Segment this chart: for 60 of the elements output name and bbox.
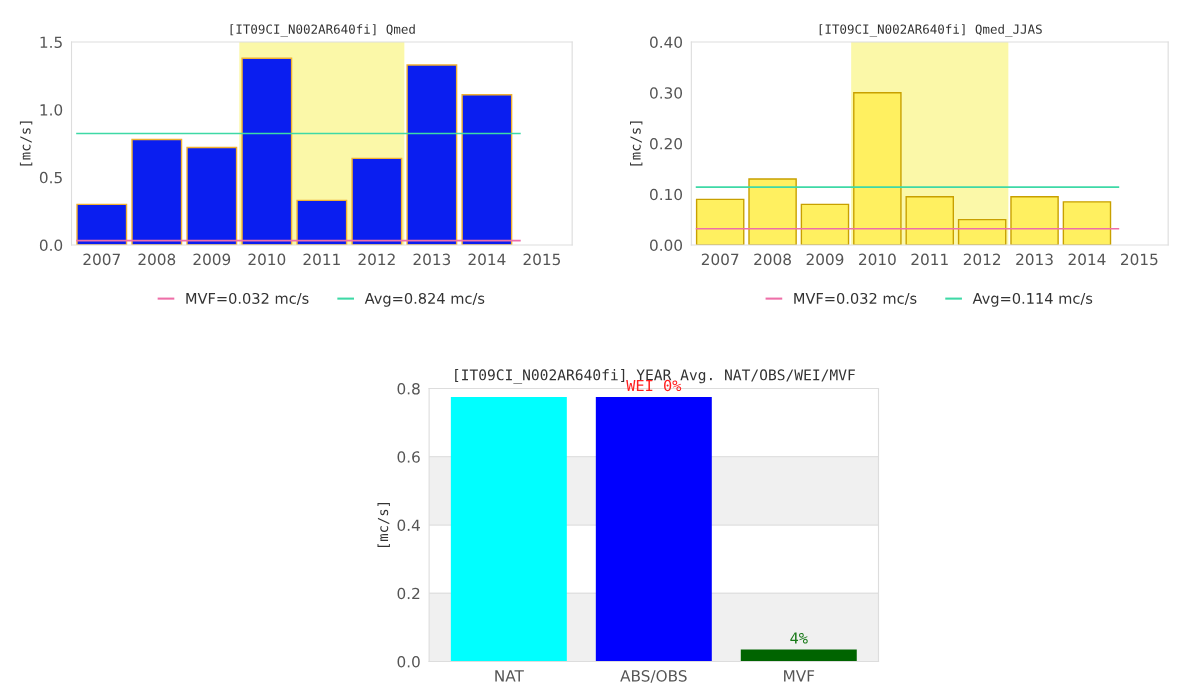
x-tick-label: 2010	[248, 253, 286, 266]
x-tick-label: 2010	[859, 253, 896, 266]
y-tick-label: 0.40	[650, 36, 683, 49]
bar	[461, 94, 513, 245]
x-tick-label: 2012	[358, 253, 395, 266]
y-tick-label: 0.30	[650, 87, 683, 99]
chart-title: [IT09CI_N002AR640fi] Qmed	[230, 24, 415, 37]
bar	[296, 199, 348, 245]
bar	[186, 146, 238, 245]
x-tick-label: 2015	[523, 253, 561, 266]
x-tick-label: 2014	[1068, 253, 1106, 266]
y-tick-label: 0.10	[650, 188, 683, 201]
x-tick-label: 2007	[83, 253, 120, 266]
legend-label: MVF=0.032 mc/s	[186, 292, 309, 306]
bar	[800, 203, 850, 245]
x-tick-label: 2009	[806, 253, 844, 266]
legend-label: Avg=0.114 mc/s	[972, 292, 1093, 307]
bar	[351, 157, 403, 245]
x-tick-label: 2015	[1121, 253, 1158, 266]
bar	[905, 196, 955, 245]
x-tick-label: 2013	[413, 253, 451, 266]
x-tick-label: 2012	[963, 253, 1001, 266]
y-axis-title: [mc/s]	[630, 121, 643, 166]
bar	[131, 138, 183, 245]
x-tick-label: 2009	[193, 253, 231, 266]
y-axis-title: [mc/s]	[19, 121, 33, 166]
bar	[76, 203, 128, 245]
x-tick-label: 2011	[911, 253, 948, 266]
x-tick-label: 2013	[1016, 253, 1053, 266]
y-tick-label: 0.8	[397, 382, 420, 395]
x-tick-label: 2008	[138, 253, 176, 266]
y-tick-label: 0.4	[397, 519, 420, 532]
annotation: 4%	[790, 632, 808, 644]
bar	[1010, 196, 1059, 245]
y-tick-label: 1.5	[40, 36, 62, 49]
y-tick-label: 0.00	[650, 239, 683, 252]
legend-label: Avg=0.824 mc/s	[364, 292, 485, 307]
x-tick-label: ABS/OBS	[620, 670, 687, 683]
bar	[241, 57, 293, 245]
x-tick-label: 2011	[303, 253, 340, 266]
y-tick-label: 0.6	[397, 451, 420, 463]
bar	[748, 178, 797, 245]
y-tick-label: 1.0	[40, 104, 63, 116]
y-tick-label: 0.5	[39, 171, 62, 184]
y-tick-label: 0.20	[650, 137, 683, 150]
bar	[1062, 201, 1112, 245]
x-tick-label: 2014	[468, 253, 506, 266]
bar	[406, 64, 458, 245]
y-tick-label: 0.2	[397, 587, 420, 600]
x-tick-label: 2008	[754, 253, 791, 266]
chart-title: [IT09CI_N002AR640fi] Qmed_JJAS	[819, 24, 1042, 37]
y-tick-label: 0.0	[397, 655, 420, 668]
y-axis-title: [mc/s]	[377, 503, 390, 547]
x-tick-label: MVF	[784, 670, 815, 682]
bar	[695, 198, 745, 245]
bar	[853, 92, 902, 245]
legend-label: MVF=0.032 mc/s	[794, 292, 917, 306]
x-tick-label: NAT	[495, 670, 524, 682]
x-tick-label: 2007	[701, 253, 739, 266]
y-tick-label: 0.0	[39, 239, 63, 252]
